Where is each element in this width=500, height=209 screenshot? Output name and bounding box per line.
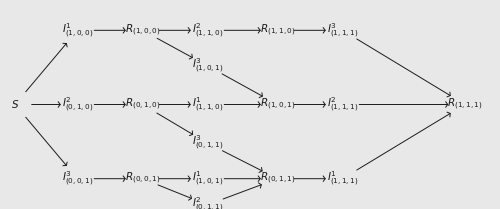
Text: $I^2_{(1,1,1)}$: $I^2_{(1,1,1)}$: [327, 95, 358, 114]
Text: $I^3_{(0,0,1)}$: $I^3_{(0,0,1)}$: [62, 169, 93, 188]
Text: $I^2_{(0,1,0)}$: $I^2_{(0,1,0)}$: [62, 95, 93, 114]
Text: $R_{(1,1,1)}$: $R_{(1,1,1)}$: [447, 97, 483, 112]
Text: $R_{(1,0,1)}$: $R_{(1,0,1)}$: [260, 97, 296, 112]
Text: $I^1_{(1,1,0)}$: $I^1_{(1,1,0)}$: [192, 95, 223, 114]
Text: $R_{(1,1,0)}$: $R_{(1,1,0)}$: [260, 23, 296, 38]
Text: $R_{(1,0,0)}$: $R_{(1,0,0)}$: [124, 23, 160, 38]
Text: $R_{(0,1,0)}$: $R_{(0,1,0)}$: [124, 97, 160, 112]
Text: $I^3_{(1,1,1)}$: $I^3_{(1,1,1)}$: [327, 21, 358, 40]
Text: $I^1_{(1,0,1)}$: $I^1_{(1,0,1)}$: [192, 169, 223, 188]
Text: $R_{(0,0,1)}$: $R_{(0,0,1)}$: [124, 171, 160, 186]
Text: $I^3_{(1,0,1)}$: $I^3_{(1,0,1)}$: [192, 57, 223, 75]
Text: $I^3_{(0,1,1)}$: $I^3_{(0,1,1)}$: [192, 134, 223, 152]
Text: $S$: $S$: [11, 98, 19, 111]
Text: $I^1_{(1,0,0)}$: $I^1_{(1,0,0)}$: [62, 21, 93, 40]
Text: $I^2_{(1,1,0)}$: $I^2_{(1,1,0)}$: [192, 21, 223, 40]
Text: $R_{(0,1,1)}$: $R_{(0,1,1)}$: [260, 171, 296, 186]
Text: $I^2_{(0,1,1)}$: $I^2_{(0,1,1)}$: [192, 196, 223, 209]
Text: $I^1_{(1,1,1)}$: $I^1_{(1,1,1)}$: [327, 169, 358, 188]
